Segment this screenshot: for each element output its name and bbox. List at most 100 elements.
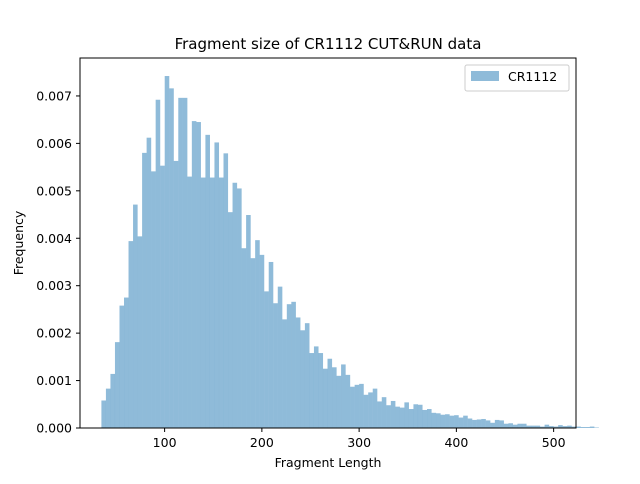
histogram-bar [377, 401, 382, 428]
histogram-bar [224, 153, 229, 428]
histogram-bar [368, 392, 373, 428]
y-tick-label: 0.006 [36, 136, 72, 151]
histogram-bar [445, 414, 450, 428]
histogram-bar [314, 346, 319, 428]
histogram-bar [495, 420, 500, 428]
y-tick-label: 0.004 [36, 231, 72, 246]
x-tick-label: 400 [444, 435, 468, 450]
histogram-bar [278, 287, 283, 428]
histogram-bar [490, 423, 495, 428]
histogram-bar [187, 177, 192, 428]
histogram-bar [382, 397, 387, 428]
histogram-bar [517, 424, 522, 428]
histogram-bar [174, 161, 179, 428]
histogram-bar [504, 424, 509, 428]
histogram-bar [463, 416, 468, 428]
legend: CR1112 [465, 65, 569, 91]
histogram-bar [160, 166, 165, 428]
histogram-bar [156, 100, 161, 428]
histogram-bar [373, 389, 378, 428]
histogram-bar [413, 404, 418, 428]
y-tick-label: 0.005 [36, 183, 72, 198]
histogram-bar [287, 304, 292, 428]
histogram-bar [468, 419, 473, 428]
histogram-bar [499, 420, 504, 428]
y-tick-label: 0.001 [36, 373, 72, 388]
histogram-bar [119, 306, 124, 428]
histogram-bar [260, 255, 265, 428]
histogram-bar [151, 171, 156, 428]
histogram-bar [210, 178, 215, 428]
x-tick-label: 200 [250, 435, 274, 450]
histogram-bar [291, 302, 296, 428]
histogram-bar [115, 342, 120, 428]
histogram-bar [192, 121, 197, 428]
histogram-bar [391, 401, 396, 428]
histogram-bar [183, 98, 188, 428]
histogram-bar [169, 88, 174, 428]
legend-label: CR1112 [508, 69, 557, 84]
histogram-bar [400, 408, 405, 428]
histogram-bar [233, 183, 238, 428]
histogram-bar [251, 258, 256, 428]
histogram-bar [346, 375, 351, 428]
x-axis-label: Fragment Length [275, 455, 382, 470]
histogram-bar [237, 188, 242, 428]
histogram-bar [395, 407, 400, 428]
histogram-bar [273, 303, 278, 428]
histogram-bar [486, 420, 491, 428]
histogram-bar [581, 427, 586, 428]
histogram-bar [481, 419, 486, 428]
histogram-bar [255, 240, 260, 428]
histogram-bar [441, 415, 446, 428]
histogram-bar [201, 178, 206, 428]
histogram-bar [305, 323, 310, 428]
histogram-bar [409, 409, 414, 428]
histogram-bar [296, 317, 301, 428]
histogram-bar [436, 413, 441, 428]
histogram-bar [242, 248, 247, 428]
histogram-bar [508, 423, 513, 428]
y-axis-label: Frequency [11, 210, 26, 275]
histogram-bar [472, 420, 477, 428]
histogram-bar [422, 410, 427, 428]
histogram-bar [264, 291, 269, 428]
histogram-bar [341, 364, 346, 428]
histogram-bar [219, 178, 224, 428]
histogram-bar [590, 427, 595, 428]
histogram-bar [196, 122, 201, 428]
histogram-bar [124, 298, 129, 428]
histogram-bar [282, 319, 287, 428]
histogram-bar [359, 384, 364, 428]
y-tick-label: 0.000 [36, 421, 72, 436]
legend-swatch [471, 71, 499, 81]
histogram-bar [522, 424, 527, 428]
histogram-bar [133, 205, 138, 428]
histogram-bar [386, 405, 391, 428]
histogram-bar [142, 153, 147, 428]
histogram-bar [350, 387, 355, 428]
histogram-bar [585, 427, 590, 428]
histogram-bar [477, 419, 482, 428]
histogram-bar [418, 405, 423, 428]
histogram-bar [332, 367, 337, 428]
histogram-bar [450, 416, 455, 428]
x-tick-label: 100 [153, 435, 177, 450]
histogram-bar [427, 409, 432, 428]
histogram-bar [269, 262, 274, 428]
y-tick-label: 0.002 [36, 326, 72, 341]
histogram-bar [246, 215, 251, 428]
x-tick-label: 300 [347, 435, 371, 450]
histogram-bar [205, 135, 210, 428]
histogram-bar [432, 413, 437, 428]
chart-title: Fragment size of CR1112 CUT&RUN data [175, 35, 482, 53]
histogram-bar [214, 142, 219, 428]
histogram-bar [337, 376, 342, 428]
histogram-bar [228, 212, 233, 428]
histogram-bar [165, 76, 170, 428]
histogram-bar [318, 353, 323, 428]
y-tick-label: 0.003 [36, 278, 72, 293]
histogram-bar [323, 369, 328, 428]
